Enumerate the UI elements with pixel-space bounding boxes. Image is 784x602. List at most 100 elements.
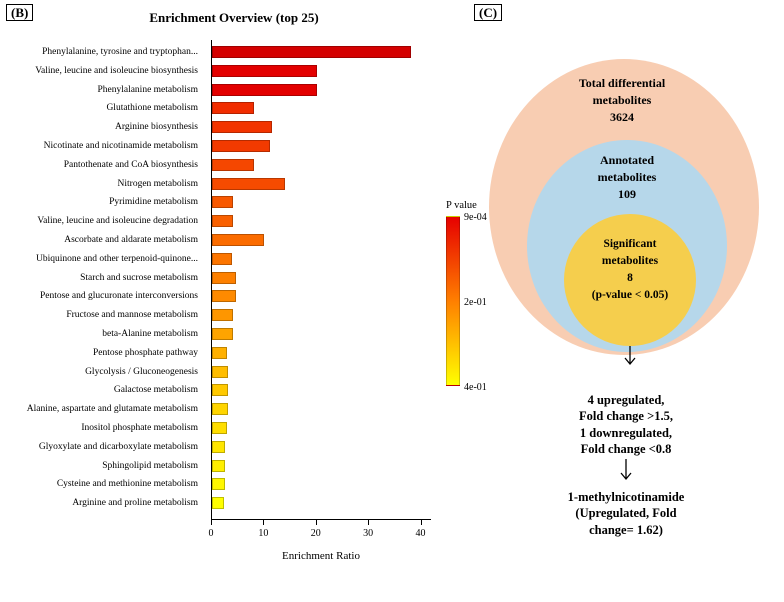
- bar-rect: [212, 384, 228, 396]
- bar-rect: [212, 272, 236, 284]
- bar-label: Inositol phosphate metabolism: [0, 423, 198, 433]
- summary-line: Fold change <0.8: [474, 441, 778, 457]
- bar-rect: [212, 159, 254, 171]
- bar-rect: [212, 196, 233, 208]
- bar-label: Arginine biosynthesis: [0, 122, 198, 132]
- bar-row: [212, 384, 228, 396]
- panel-c: (C) Total differential metabolites 3624 …: [468, 0, 784, 602]
- x-tick-label: 0: [209, 528, 214, 539]
- bar-rect: [212, 234, 264, 246]
- venn-mid-line2: metabolites: [598, 170, 657, 184]
- bar-label: Valine, leucine and isoleucine biosynthe…: [0, 66, 198, 76]
- bar-row: [212, 140, 270, 152]
- venn-outer-value: 3624: [610, 110, 634, 124]
- bar-rect: [212, 253, 232, 265]
- panel-c-label: (C): [474, 4, 502, 21]
- venn-mid-line1: Annotated: [600, 153, 654, 167]
- bar-row: [212, 497, 224, 509]
- bar-label: Pantothenate and CoA biosynthesis: [0, 160, 198, 170]
- bar-row: [212, 65, 317, 77]
- x-tick: [421, 520, 422, 525]
- bar-rect: [212, 366, 228, 378]
- bar-row: [212, 102, 254, 114]
- bar-label: Phenylalanine metabolism: [0, 85, 198, 95]
- bar-rect: [212, 178, 285, 190]
- bar-row: [212, 478, 225, 490]
- bar-rect: [212, 309, 233, 321]
- summary-line: Fold change >1.5,: [474, 408, 778, 424]
- venn-diagram: Total differential metabolites 3624 Anno…: [474, 32, 778, 392]
- bar-label: beta-Alanine metabolism: [0, 329, 198, 339]
- legend-gradient: [446, 216, 460, 386]
- panel-b-label: (B): [6, 4, 33, 21]
- venn-inner-line1: Significant: [603, 238, 656, 250]
- enrichment-chart: 010203040 Enrichment Ratio P value 9e-04…: [6, 40, 462, 560]
- bar-row: [212, 366, 228, 378]
- final-metabolite: 1-methylnicotinamide(Upregulated, Foldch…: [474, 489, 778, 538]
- bar-label: Alanine, aspartate and glutamate metabol…: [0, 404, 198, 414]
- bar-row: [212, 178, 285, 190]
- fold-change-summary: 4 upregulated,Fold change >1.5,1 downreg…: [474, 392, 778, 457]
- bar-row: [212, 272, 236, 284]
- bar-rect: [212, 460, 225, 472]
- bar-row: [212, 196, 233, 208]
- bar-rect: [212, 121, 272, 133]
- final-line: change= 1.62): [474, 522, 778, 538]
- bar-rect: [212, 347, 227, 359]
- bar-rect: [212, 84, 317, 96]
- bar-label: Ascorbate and aldarate metabolism: [0, 235, 198, 245]
- x-tick-label: 20: [311, 528, 321, 539]
- venn-inner-value: 8: [627, 272, 633, 284]
- bar-row: [212, 422, 227, 434]
- bar-rect: [212, 422, 227, 434]
- bar-label: Fructose and mannose metabolism: [0, 310, 198, 320]
- bars-area: [211, 40, 431, 520]
- bar-row: [212, 403, 228, 415]
- bar-label: Starch and sucrose metabolism: [0, 273, 198, 283]
- venn-mid-value: 109: [618, 187, 636, 201]
- bar-label: Phenylalanine, tyrosine and tryptophan..…: [0, 47, 198, 57]
- bar-label: Valine, leucine and isoleucine degradati…: [0, 216, 198, 226]
- summary-line: 4 upregulated,: [474, 392, 778, 408]
- venn-outer-line2: metabolites: [593, 93, 652, 107]
- bar-row: [212, 441, 225, 453]
- bar-label: Glycolysis / Gluconeogenesis: [0, 367, 198, 377]
- x-tick-label: 30: [363, 528, 373, 539]
- bar-rect: [212, 46, 411, 58]
- bar-rect: [212, 328, 233, 340]
- venn-inner-line2: metabolites: [602, 255, 659, 267]
- bar-row: [212, 84, 317, 96]
- bar-row: [212, 253, 232, 265]
- x-tick-label: 10: [258, 528, 268, 539]
- bar-rect: [212, 290, 236, 302]
- summary-line: 1 downregulated,: [474, 425, 778, 441]
- venn-inner-sub: (p-value < 0.05): [592, 289, 669, 301]
- bar-rect: [212, 140, 270, 152]
- bar-row: [212, 234, 264, 246]
- bar-label: Nitrogen metabolism: [0, 179, 198, 189]
- bar-label: Nicotinate and nicotinamide metabolism: [0, 141, 198, 151]
- bar-label: Sphingolipid metabolism: [0, 461, 198, 471]
- bar-label: Glutathione metabolism: [0, 103, 198, 113]
- bar-label: Cysteine and methionine metabolism: [0, 479, 198, 489]
- bar-row: [212, 215, 233, 227]
- panel-b: (B) Enrichment Overview (top 25) 0102030…: [0, 0, 468, 602]
- bar-row: [212, 347, 227, 359]
- bar-rect: [212, 441, 225, 453]
- bar-rect: [212, 65, 317, 77]
- x-tick: [263, 520, 264, 525]
- x-axis-title: Enrichment Ratio: [211, 550, 431, 562]
- bar-rect: [212, 215, 233, 227]
- bar-row: [212, 290, 236, 302]
- x-tick: [368, 520, 369, 525]
- venn-outer-line1: Total differential: [579, 76, 666, 90]
- bar-rect: [212, 497, 224, 509]
- bar-label: Ubiquinone and other terpenoid-quinone..…: [0, 254, 198, 264]
- arrow-down-icon: [474, 459, 778, 487]
- bar-label: Pentose and glucuronate interconversions: [0, 291, 198, 301]
- x-tick-label: 40: [416, 528, 426, 539]
- bar-rect: [212, 478, 225, 490]
- bar-row: [212, 328, 233, 340]
- bar-row: [212, 460, 225, 472]
- bar-row: [212, 46, 411, 58]
